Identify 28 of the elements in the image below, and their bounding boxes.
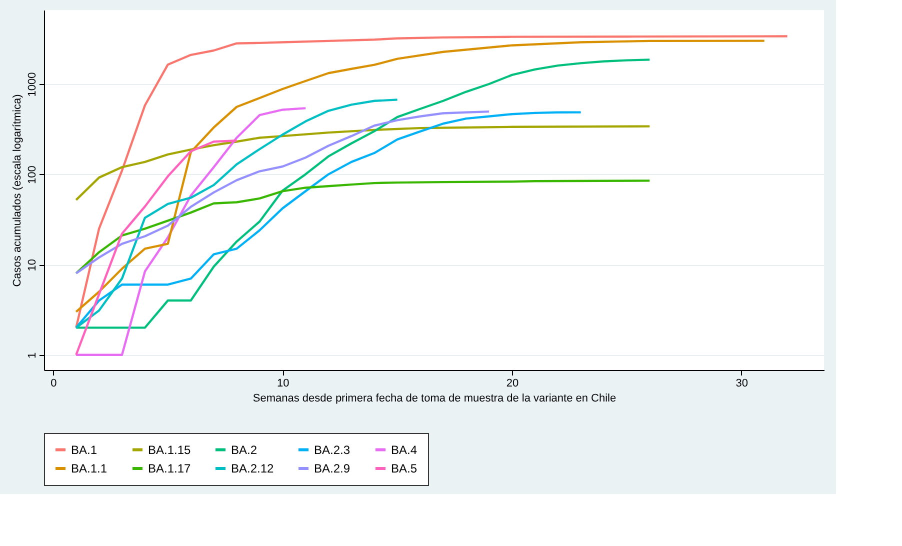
y-tick-label: 1000 bbox=[26, 72, 38, 97]
y-axis-title: Casos acumulados (escala logarítmica) bbox=[12, 94, 24, 287]
line-series bbox=[75, 107, 307, 356]
legend-label: BA.2 bbox=[231, 442, 258, 457]
legend-label: BA.5 bbox=[391, 462, 418, 476]
y-tick-label: 10 bbox=[26, 258, 38, 272]
x-axis-title: Semanas desde primera fecha de toma de muestra de la variante en Chile bbox=[252, 392, 616, 404]
x-tick-label: 20 bbox=[506, 378, 519, 390]
line-series bbox=[75, 98, 398, 329]
legend-label: BA.1.15 bbox=[148, 442, 192, 457]
line-series bbox=[75, 140, 238, 356]
y-tick-label: 1 bbox=[26, 352, 38, 358]
legend-label: BA.2.3 bbox=[314, 442, 350, 457]
legend-label: BA.1.1 bbox=[71, 462, 108, 476]
line-series bbox=[75, 110, 490, 274]
legend-label: BA.2.12 bbox=[231, 462, 274, 476]
x-tick-label: 0 bbox=[50, 378, 57, 390]
legend-label: BA.1.17 bbox=[148, 462, 192, 476]
x-tick-label: 10 bbox=[276, 378, 290, 390]
legend-label: BA.2.9 bbox=[314, 462, 350, 476]
x-tick-label: 30 bbox=[736, 378, 748, 390]
line-series bbox=[75, 58, 651, 329]
legend-label: BA.1 bbox=[71, 442, 98, 457]
line-series bbox=[75, 125, 651, 202]
legend-label: BA.4 bbox=[391, 442, 418, 457]
line-series bbox=[75, 180, 651, 274]
y-tick-label: 100 bbox=[26, 166, 38, 184]
line-series bbox=[75, 111, 582, 329]
